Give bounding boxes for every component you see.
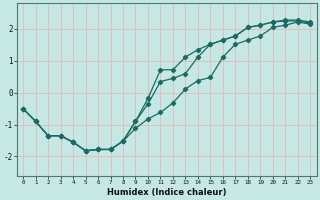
X-axis label: Humidex (Indice chaleur): Humidex (Indice chaleur) [107,188,227,197]
